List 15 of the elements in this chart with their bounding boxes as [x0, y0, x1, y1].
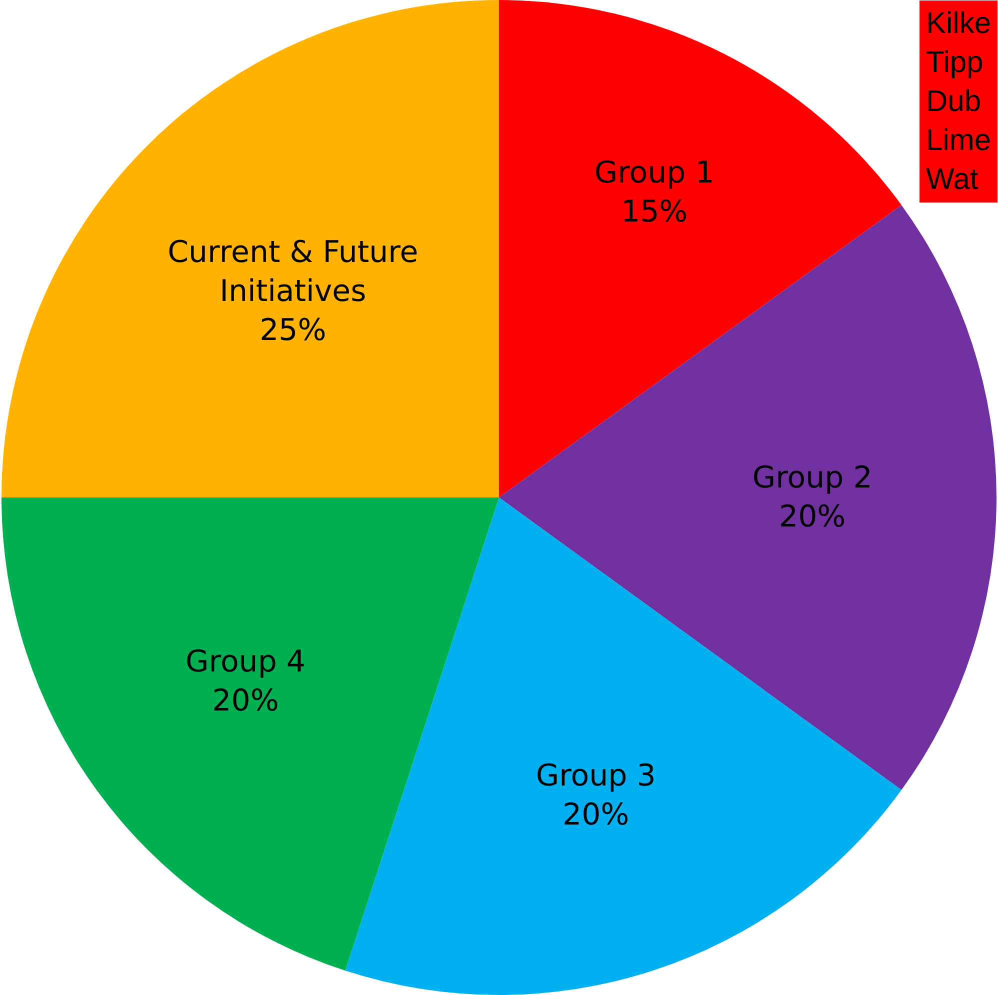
text: Kilke Tipp Dub Lime Wat — [926, 7, 992, 196]
pie-slice — [345, 498, 902, 994]
slice-label: Group 2 — [752, 460, 872, 496]
data-label: 25% — [260, 312, 326, 348]
pie-slice — [499, 0, 902, 498]
slice-label: Group 3 — [536, 758, 656, 794]
pie-slice — [2, 0, 499, 498]
pie-slice — [2, 498, 499, 971]
data-label: 20% — [212, 684, 279, 719]
data-label: 15% — [620, 194, 688, 230]
slice-label: Group 1 — [594, 156, 714, 191]
data-label: 20% — [778, 500, 846, 534]
data-label: 20% — [562, 797, 630, 832]
slice-label: Current & Future Initiatives — [168, 234, 418, 309]
slice-label: Group 4 — [186, 644, 306, 680]
